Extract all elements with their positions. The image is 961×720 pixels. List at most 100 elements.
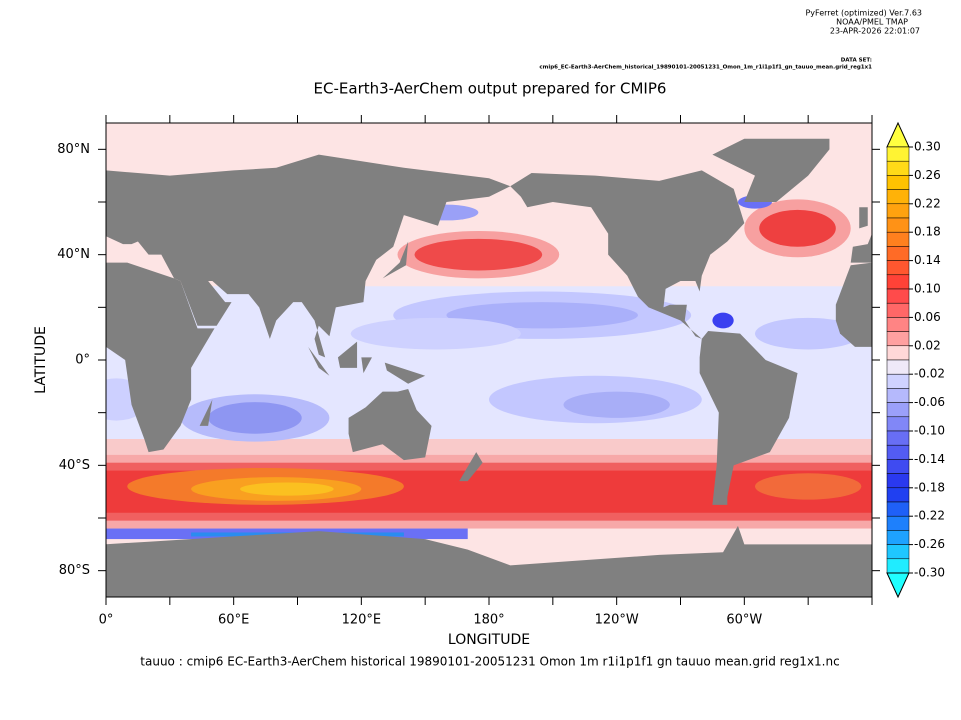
field-patch xyxy=(446,302,638,329)
colorbar-label: -0.26 xyxy=(914,537,945,551)
colorbar-segment xyxy=(886,544,910,560)
x-tick-label: 0° xyxy=(99,613,114,628)
colorbar-label: 0.02 xyxy=(914,338,941,352)
land xyxy=(699,331,798,505)
field-patch xyxy=(208,402,302,434)
colorbar-label: -0.22 xyxy=(914,509,945,523)
colorbar-segment xyxy=(886,203,910,219)
colorbar-segment xyxy=(886,288,910,304)
colorbar-label: 0.26 xyxy=(914,168,941,182)
colorbar-label: 0.10 xyxy=(914,282,941,296)
field-patch xyxy=(712,312,734,329)
field-patch xyxy=(350,317,521,350)
y-axis-label: LATITUDE xyxy=(33,326,49,394)
colorbar-segment xyxy=(886,217,910,233)
axes: 80°N 40°N 0° 40°S 80°S 0° 60°E 120°E 180° 120°W 60… xyxy=(57,115,880,628)
colorbar-label: 0.06 xyxy=(914,310,941,324)
colorbar-segment xyxy=(886,345,910,361)
colorbar-segment xyxy=(886,146,910,162)
dataset-label: DATA SET: xyxy=(841,58,872,64)
colorbar-label: -0.06 xyxy=(914,395,945,409)
field-patch xyxy=(754,317,862,350)
y-tick-label: 80°N xyxy=(57,142,90,157)
colorbar-label: -0.10 xyxy=(914,424,945,438)
colorbar-segment xyxy=(886,260,910,276)
field-patch xyxy=(563,391,670,418)
land xyxy=(106,525,872,597)
colorbar-segment xyxy=(886,359,910,375)
field-patch xyxy=(240,482,334,496)
colorbar-segment xyxy=(886,246,910,261)
colorbar-label: -0.02 xyxy=(914,367,945,381)
colorbar: 0.30 0.26 0.22 0.18 0.14 0.10 0.06 0.02 -0.02 -0.… xyxy=(886,121,945,599)
land xyxy=(337,341,358,368)
x-tick-label: 60°W xyxy=(726,613,762,628)
colorbar-arrow xyxy=(886,572,910,599)
land xyxy=(859,207,868,229)
land xyxy=(106,262,215,453)
dataset: cmip6_EC-Earth3-AerChem_historical_19890… xyxy=(539,65,872,71)
colorbar-segment xyxy=(886,331,910,347)
colorbar-segment xyxy=(886,189,910,205)
field-patch xyxy=(759,209,836,247)
x-tick-label: 120°W xyxy=(595,613,639,628)
colorbar-segment xyxy=(886,160,910,176)
y-tick-label: 80°S xyxy=(59,563,90,578)
colorbar-segment xyxy=(886,515,910,531)
colorbar-label: -0.30 xyxy=(914,566,945,580)
title: EC-Earth3-AerChem output prepared for CM… xyxy=(314,80,667,98)
colorbar-segment xyxy=(886,302,910,318)
colorbar-segment xyxy=(886,444,910,460)
land xyxy=(850,233,872,263)
colorbar-segment xyxy=(886,402,910,418)
land xyxy=(384,362,426,384)
colorbar-segment xyxy=(886,558,910,574)
colorbar-label: 0.18 xyxy=(914,225,941,239)
colorbar-segment xyxy=(886,487,910,503)
y-tick-label: 40°S xyxy=(59,458,90,473)
colorbar-arrow xyxy=(886,121,910,148)
x-tick-label: 120°E xyxy=(342,613,382,628)
colorbar-label: 0.14 xyxy=(914,253,941,267)
colorbar-segment xyxy=(886,530,910,545)
colorbar-segment xyxy=(886,231,910,247)
colorbar-label: 0.22 xyxy=(914,196,941,210)
software: PyFerret (optimized) Ver.7.63 xyxy=(805,9,922,18)
land xyxy=(361,357,372,374)
colorbar-segment xyxy=(886,459,910,474)
land xyxy=(348,388,432,461)
y-tick-label: 40°N xyxy=(57,247,90,262)
map-field xyxy=(106,123,872,597)
colorbar-segment xyxy=(886,501,910,517)
colorbar-segment xyxy=(886,175,910,190)
colorbar-segment xyxy=(886,274,910,290)
colorbar-label: -0.18 xyxy=(914,480,945,494)
field-patch xyxy=(414,238,543,271)
colorbar-label: 0.30 xyxy=(914,140,941,154)
colorbar-segment xyxy=(886,388,910,403)
land xyxy=(199,399,213,426)
land xyxy=(382,241,409,279)
field-patch xyxy=(754,473,862,500)
land xyxy=(835,262,872,347)
field-patch xyxy=(106,439,872,455)
x-tick-label: 60°E xyxy=(218,613,249,628)
timestamp: 23-APR-2026 22:01:07 xyxy=(830,27,920,36)
organization: NOAA/PMEL TMAP xyxy=(836,18,908,27)
colorbar-segment xyxy=(886,317,910,332)
colorbar-segment xyxy=(886,430,910,446)
y-tick-label: 0° xyxy=(75,353,90,368)
x-axis-label: LONGITUDE xyxy=(448,632,530,648)
colorbar-segment xyxy=(886,373,910,389)
footer: tauuo : cmip6 EC-Earth3-AerChem historic… xyxy=(140,655,839,669)
land xyxy=(459,452,483,482)
land xyxy=(106,154,511,358)
colorbar-label: -0.14 xyxy=(914,452,945,466)
x-tick-label: 180° xyxy=(473,613,504,628)
colorbar-segment xyxy=(886,416,910,432)
land xyxy=(510,170,745,339)
land xyxy=(308,346,330,376)
colorbar-segment xyxy=(886,473,910,489)
land xyxy=(712,138,830,202)
